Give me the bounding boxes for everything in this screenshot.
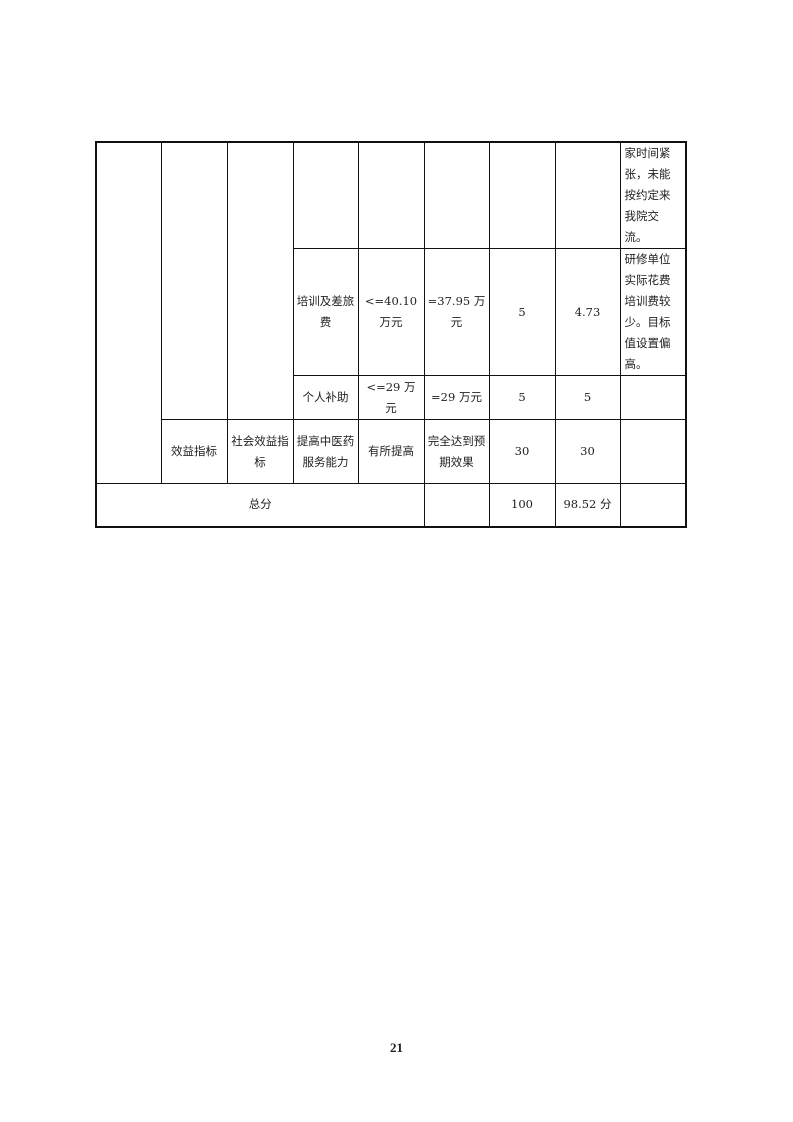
table-cell [554,141,621,249]
score-cell: 30 [554,419,621,484]
table-cell [488,141,556,249]
note-cell: 研修单位实际花费培训费较少。目标值设置偏高。 [619,248,687,376]
weight-cell: 30 [488,419,556,484]
level2-cell: 社会效益指标 [226,419,294,484]
table-cell [226,141,294,420]
performance-table: 家时间紧张，未能按约定来我院交流。 培训及差旅费 <=40.10 万元 =37.… [95,141,687,528]
actual-cell: 完全达到预期效果 [423,419,490,484]
note-cell [619,483,687,527]
table-cell [423,141,490,249]
indicator-cell: 培训及差旅费 [292,248,359,376]
table-row: 个人补助 <=29 万元 =29 万元 5 5 [96,375,687,420]
target-cell: 有所提高 [357,419,425,484]
actual-cell: =37.95 万元 [423,248,490,376]
actual-cell: =29 万元 [423,375,490,420]
table-cell [160,141,228,420]
score-cell: 5 [554,375,621,420]
score-cell: 4.73 [554,248,621,376]
table-cell [95,141,162,484]
table-cell [357,141,425,249]
target-cell: <=29 万元 [357,375,425,420]
score-cell: 98.52 分 [554,483,621,527]
note-cell [619,375,687,420]
target-cell: <=40.10 万元 [357,248,425,376]
weight-cell: 100 [488,483,556,527]
actual-cell [423,483,490,527]
total-label: 总分 [95,483,425,527]
indicator-cell: 个人补助 [292,375,359,420]
table-row: 家时间紧张，未能按约定来我院交流。 [95,141,687,484]
table-row: 培训及差旅费 <=40.10 万元 =37.95 万元 5 4.73 研修单位实… [96,248,687,376]
note-cell: 家时间紧张，未能按约定来我院交流。 [619,141,687,249]
page-number: 21 [390,1040,403,1055]
table-cell [292,141,359,249]
total-row: 总分 100 98.52 分 [95,483,687,527]
weight-cell: 5 [488,375,556,420]
level1-cell: 效益指标 [160,419,228,484]
indicator-cell: 提高中医药服务能力 [292,419,359,484]
table-row: 效益指标 社会效益指标 提高中医药服务能力 有所提高 完全达到预期效果 30 3… [96,419,687,484]
note-cell [619,419,687,484]
weight-cell: 5 [488,248,556,376]
